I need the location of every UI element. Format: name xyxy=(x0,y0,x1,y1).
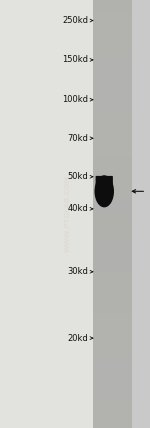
Bar xyxy=(93,414,132,428)
Ellipse shape xyxy=(94,175,114,208)
Bar xyxy=(93,285,132,300)
Bar xyxy=(93,71,132,86)
Bar xyxy=(93,371,132,385)
Bar xyxy=(93,57,132,71)
Bar xyxy=(93,300,132,314)
Bar xyxy=(93,200,132,214)
Bar xyxy=(93,143,132,157)
Bar xyxy=(0,0,93,428)
Text: 50kd: 50kd xyxy=(68,172,88,181)
Bar xyxy=(93,385,132,399)
Text: 70kd: 70kd xyxy=(68,134,88,143)
Bar xyxy=(93,342,132,357)
Bar xyxy=(93,100,132,114)
Bar xyxy=(93,157,132,171)
Bar xyxy=(93,0,132,428)
Bar xyxy=(93,128,132,143)
Text: WWW.PTGLAB.COM: WWW.PTGLAB.COM xyxy=(64,175,70,253)
Bar xyxy=(93,228,132,243)
Text: 150kd: 150kd xyxy=(63,55,88,65)
Bar xyxy=(93,114,132,128)
Bar xyxy=(93,214,132,228)
Bar xyxy=(93,0,132,14)
Bar xyxy=(93,257,132,271)
Bar xyxy=(93,314,132,328)
Text: 100kd: 100kd xyxy=(63,95,88,104)
Text: 40kd: 40kd xyxy=(68,204,88,214)
Bar xyxy=(93,14,132,29)
Bar xyxy=(93,185,132,200)
Text: 30kd: 30kd xyxy=(68,267,88,276)
Bar xyxy=(93,43,132,57)
Bar xyxy=(132,0,150,428)
Bar xyxy=(93,357,132,371)
Bar xyxy=(93,271,132,285)
Bar xyxy=(93,86,132,100)
Bar xyxy=(93,328,132,342)
Bar xyxy=(93,243,132,257)
FancyBboxPatch shape xyxy=(96,176,113,194)
Text: 20kd: 20kd xyxy=(68,333,88,343)
Bar xyxy=(93,399,132,414)
Bar xyxy=(93,29,132,43)
Bar xyxy=(93,171,132,185)
Text: 250kd: 250kd xyxy=(63,16,88,25)
